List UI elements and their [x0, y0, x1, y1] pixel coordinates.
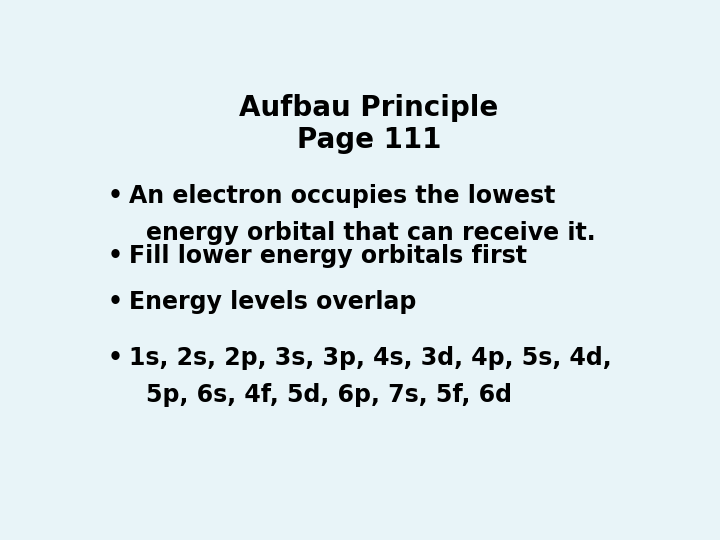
Text: energy orbital that can receive it.: energy orbital that can receive it. — [145, 221, 595, 245]
Text: •: • — [107, 346, 122, 370]
Text: •: • — [107, 184, 122, 208]
Text: 1s, 2s, 2p, 3s, 3p, 4s, 3d, 4p, 5s, 4d,: 1s, 2s, 2p, 3s, 3p, 4s, 3d, 4p, 5s, 4d, — [129, 346, 612, 370]
Text: 5p, 6s, 4f, 5d, 6p, 7s, 5f, 6d: 5p, 6s, 4f, 5d, 6p, 7s, 5f, 6d — [145, 383, 512, 407]
Text: •: • — [107, 244, 122, 268]
Text: •: • — [107, 290, 122, 314]
Text: Fill lower energy orbitals first: Fill lower energy orbitals first — [129, 244, 527, 268]
Text: An electron occupies the lowest: An electron occupies the lowest — [129, 184, 555, 208]
Text: Aufbau Principle: Aufbau Principle — [239, 94, 499, 123]
Text: Energy levels overlap: Energy levels overlap — [129, 290, 416, 314]
Text: Page 111: Page 111 — [297, 126, 441, 154]
